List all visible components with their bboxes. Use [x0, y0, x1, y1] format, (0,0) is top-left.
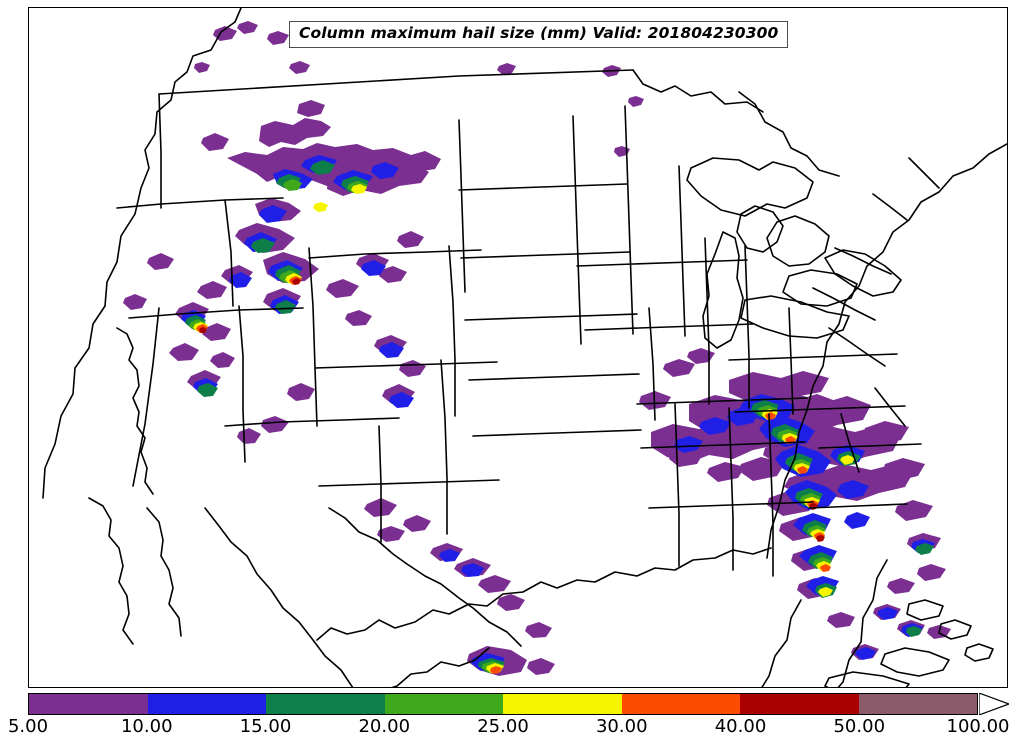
nc-sc-border: [840, 413, 860, 473]
ca-nv-border: [132, 307, 160, 487]
ut-co-border: [314, 361, 498, 369]
ms-al-vertical: [728, 407, 734, 571]
colorbar-tick-100.00: 100.00: [946, 716, 1010, 737]
nd-sd-mn-border: [458, 119, 466, 293]
mn-ia-mo-border: [572, 115, 582, 345]
colorbar-tick-15.00: 15.00: [239, 716, 292, 737]
ga-fl-border: [808, 503, 908, 509]
wa-or-id-border: [158, 93, 162, 209]
pacific-coastline: [42, 8, 242, 499]
ok-tx-border: [472, 429, 642, 437]
atlantic-coastline: [766, 143, 1007, 559]
us-canada-border-west: [158, 69, 634, 95]
map-plot-area: [28, 7, 1008, 688]
ks-ok-border: [468, 373, 640, 381]
mn-wi-border: [624, 105, 634, 335]
colorbar-tick-30.00: 30.00: [595, 716, 648, 737]
sd-ne-border: [460, 251, 630, 259]
bahamas-island-2: [938, 619, 972, 640]
colorbar-band-30-40: [621, 694, 740, 714]
colorbar: 5.00 10.00 15.00 20.00 25.00 30.00 40.00 50.00 1…: [0, 688, 1036, 745]
ar-la-ms-border: [636, 397, 808, 405]
ne-states-border: [908, 157, 940, 189]
mexico-interior: [204, 507, 354, 687]
lake-erie: [740, 295, 850, 339]
az-nm-vertical: [378, 425, 382, 543]
il-in-border: [704, 237, 710, 405]
pa-md-border: [812, 287, 876, 321]
colorbar-band-10-15: [147, 694, 266, 714]
colorbar-band-40-50: [740, 694, 859, 714]
bahamas-island-3: [964, 643, 994, 662]
wi-il-border: [678, 165, 686, 337]
plot-title-box: Column maximum hail size (mm) Valid: 201…: [289, 21, 789, 48]
id-wy-ut-border: [308, 247, 318, 427]
tn-ms-al-border: [640, 441, 806, 449]
nv-ut-border: [238, 305, 246, 463]
ny-vt-nh-border: [872, 193, 908, 221]
echo-cluster-west: [123, 100, 441, 444]
cuba-west: [824, 671, 910, 687]
ar-ms-border: [674, 403, 680, 567]
geography-outlines: [42, 8, 1007, 687]
mo-il-border: [648, 307, 656, 421]
mt-wy-border: [308, 249, 482, 259]
colorbar-tick-40.00: 40.00: [714, 716, 767, 737]
lake-of-the-woods: [632, 69, 764, 113]
mo-ar-border: [584, 323, 754, 331]
in-oh-border: [744, 245, 750, 409]
colorbar-tick-20.00: 20.00: [358, 716, 411, 737]
florida-peninsula: [761, 559, 888, 687]
nd-sd-border: [458, 183, 628, 191]
colorbar-tick-5.00: 5.00: [7, 716, 49, 737]
colorbar-bands: [28, 693, 978, 715]
or-id-border: [224, 199, 234, 307]
az-nm-border: [318, 479, 500, 487]
us-mexico-border: [328, 507, 522, 647]
hail-echo-field: [123, 21, 951, 676]
colorbar-tick-10.00: 10.00: [120, 716, 173, 737]
ne-ks-border: [464, 313, 638, 321]
lake-huron: [766, 215, 830, 267]
colorbar-band-25-30: [503, 694, 622, 714]
colorbar-band-5-10: [29, 694, 148, 714]
colorbar-tick-50.00: 50.00: [833, 716, 886, 737]
colorbar-band-15-20: [266, 694, 385, 714]
ia-mo-border: [576, 259, 748, 267]
lake-ontario: [824, 249, 902, 297]
va-nc-border: [874, 387, 906, 427]
echo-cluster-southwest: [364, 498, 555, 676]
colorbar-tick-25.00: 25.00: [477, 716, 529, 737]
lake-superior: [686, 157, 814, 217]
ny-pa-border: [834, 247, 892, 275]
california-coast-detail: [116, 327, 154, 495]
plot-title-text: Column maximum hail size (mm) Valid: 201…: [299, 24, 779, 42]
ontario-border: [738, 91, 840, 177]
al-ga-border: [768, 413, 774, 577]
ms-al-gulf-border: [648, 501, 814, 509]
tn-ga-nc-border: [734, 405, 906, 413]
colorbar-band-50-100: [858, 694, 977, 714]
georgian-bay: [782, 269, 858, 307]
gulf-coast: [316, 547, 772, 641]
oh-wv-border: [788, 307, 794, 415]
lake-michigan-north: [736, 205, 784, 253]
map-canvas: [42, 8, 1007, 687]
colorbar-band-20-25: [384, 694, 503, 714]
co-nm-border: [440, 359, 448, 535]
colorbar-extend-arrow: [979, 693, 1009, 715]
cuba: [880, 647, 950, 677]
ga-sc-border: [818, 443, 922, 449]
bahamas-island-1: [906, 599, 944, 621]
or-ca-nv-border: [128, 307, 304, 319]
baja-peninsula: [88, 497, 134, 645]
colorbar-tick-labels: 5.00 10.00 15.00 20.00 25.00 30.00 40.00 50.00 1…: [0, 716, 1036, 744]
wy-sd-ne-border: [448, 245, 456, 417]
gulf-of-california: [146, 507, 182, 637]
mexico-gulf-coast: [391, 647, 490, 687]
wa-or-border: [116, 197, 284, 209]
wv-va-border: [828, 327, 886, 367]
nv-ut-az-border: [224, 417, 400, 427]
